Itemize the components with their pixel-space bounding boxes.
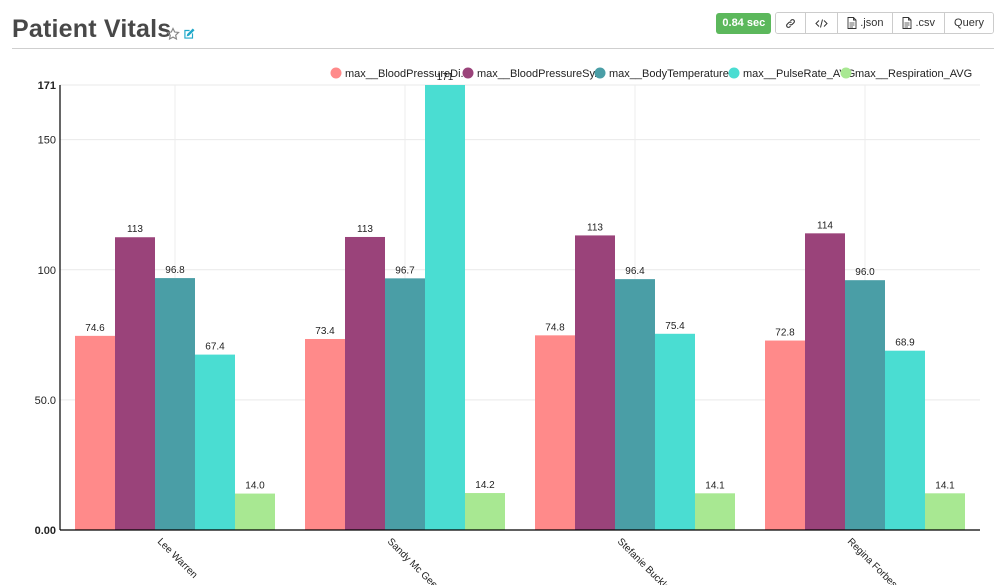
data-label: 75.4 (665, 321, 685, 332)
data-label: 96.4 (625, 266, 645, 277)
bar-max__PulseRate_AVG-2[interactable] (655, 333, 695, 530)
x-axis: Lee Warren Sandy Mc Gee Stefanie Buckley Re… (60, 529, 980, 585)
y-tick-label: 100 (38, 265, 56, 277)
legend-swatch (840, 67, 852, 79)
x-tick-label: Regina Forbes (845, 536, 899, 585)
star-icon[interactable] (166, 27, 180, 41)
bar-max__PulseRate_AVG-3[interactable] (885, 350, 925, 530)
view-query-button[interactable]: Query (945, 13, 993, 33)
edit-icon[interactable] (182, 27, 196, 41)
data-label: 14.1 (935, 480, 955, 491)
legend-swatch (462, 67, 474, 79)
chart-header: Patient Vitals 0.84 sec (0, 0, 998, 50)
bar-max__BodyTemperature_AVG-2[interactable] (615, 279, 655, 530)
data-label: 113 (127, 224, 143, 235)
bar-max__Respiration_AVG-3[interactable] (925, 493, 965, 530)
file-icon (847, 17, 857, 29)
data-label: 171 (437, 72, 454, 83)
bar-max__BloodPressureDiastolic_AVG-0[interactable] (75, 335, 115, 530)
legend-swatch (728, 67, 740, 79)
code-icon (815, 18, 828, 29)
query-timer-badge: 0.84 sec (716, 12, 772, 34)
legend-item-2[interactable]: max__BodyTemperature... (594, 67, 739, 81)
data-label: 68.9 (895, 338, 915, 349)
export-json-button[interactable]: .json (838, 13, 894, 33)
export-csv-button[interactable]: .csv (893, 13, 946, 33)
header-divider (12, 48, 994, 49)
legend-label: max__BloodPressureDi... (345, 68, 470, 80)
data-label: 14.2 (475, 480, 495, 491)
x-tick-label: Lee Warren (155, 536, 199, 580)
bar-max__Respiration_AVG-2[interactable] (695, 493, 735, 530)
bar-max__BloodPressureDiastolic_AVG-3[interactable] (765, 340, 805, 530)
legend-label: max__BodyTemperature... (609, 68, 738, 80)
chart-bars (75, 85, 965, 531)
legend-swatch (594, 67, 606, 79)
data-label: 114 (817, 220, 833, 231)
bar-max__Respiration_AVG-0[interactable] (235, 493, 275, 530)
data-label: 73.4 (315, 326, 335, 337)
link-icon (785, 18, 796, 29)
bar-max__PulseRate_AVG-1[interactable] (425, 85, 465, 530)
legend-item-1[interactable]: max__BloodPressureSy... (462, 67, 604, 81)
y-tick-label: 150 (38, 135, 56, 147)
x-tick-label: Stefanie Buckley (615, 536, 675, 585)
bar-max__BloodPressureSystolic_AVG-3[interactable] (805, 233, 845, 531)
legend-item-0[interactable]: max__BloodPressureDi... (330, 67, 470, 81)
toolbar-button-group: .json .csv Query (775, 12, 994, 34)
bar-max__PulseRate_AVG-0[interactable] (195, 354, 235, 530)
chart-legend: max__BloodPressureDi... max__BloodPressur… (330, 67, 973, 81)
y-tick-label: 50.0 (35, 395, 56, 407)
data-label: 72.8 (775, 328, 795, 339)
legend-swatch (330, 67, 342, 79)
y-axis: 0.00 50.0 100 150 171 (35, 80, 61, 537)
bar-max__Respiration_AVG-1[interactable] (465, 493, 505, 530)
bar-chart: 74.6 73.4 74.8 72.8 113 113 113 114 96.8 96.7 96.4… (35, 67, 980, 585)
page-title: Patient Vitals (12, 15, 172, 43)
data-label: 113 (587, 222, 603, 233)
data-label: 74.6 (85, 323, 105, 334)
export-json-label: .json (860, 17, 884, 29)
bar-max__BodyTemperature_AVG-1[interactable] (385, 278, 425, 530)
export-csv-label: .csv (915, 17, 936, 29)
embed-code-button[interactable] (806, 13, 839, 33)
data-label: 14.0 (245, 481, 265, 492)
data-label: 67.4 (205, 342, 225, 353)
data-label: 96.0 (855, 267, 875, 278)
x-tick-label: Sandy Mc Gee (385, 536, 440, 585)
data-label: 74.8 (545, 322, 565, 333)
chart-toolbar: 0.84 sec .json (716, 12, 994, 34)
bar-max__BloodPressureSystolic_AVG-1[interactable] (345, 236, 385, 530)
data-label: 96.7 (395, 265, 415, 276)
bar-max__BloodPressureDiastolic_AVG-2[interactable] (535, 335, 575, 530)
bar-max__BloodPressureSystolic_AVG-0[interactable] (115, 237, 155, 530)
data-label: 113 (357, 224, 373, 235)
legend-label: max__PulseRate_AVG (743, 68, 855, 80)
copy-link-button[interactable] (776, 13, 807, 33)
legend-item-4[interactable]: max__Respiration_AVG (840, 67, 973, 81)
legend-item-3[interactable]: max__PulseRate_AVG (728, 67, 856, 81)
chart-data-labels: 74.6 73.4 74.8 72.8 113 113 113 114 96.8 96.7 96.4… (85, 72, 955, 492)
legend-label: max__BloodPressureSy... (477, 68, 603, 80)
bar-max__BloodPressureDiastolic_AVG-1[interactable] (305, 338, 345, 530)
y-tick-label: 171 (38, 80, 56, 92)
y-tick-label: 0.00 (35, 525, 56, 537)
data-label: 14.1 (705, 480, 725, 491)
file-icon (902, 17, 912, 29)
bar-max__BodyTemperature_AVG-3[interactable] (845, 280, 885, 530)
bar-max__BloodPressureSystolic_AVG-2[interactable] (575, 235, 615, 530)
legend-label: max__Respiration_AVG (855, 68, 972, 80)
data-label: 96.8 (165, 265, 185, 276)
bar-max__BodyTemperature_AVG-0[interactable] (155, 278, 195, 530)
